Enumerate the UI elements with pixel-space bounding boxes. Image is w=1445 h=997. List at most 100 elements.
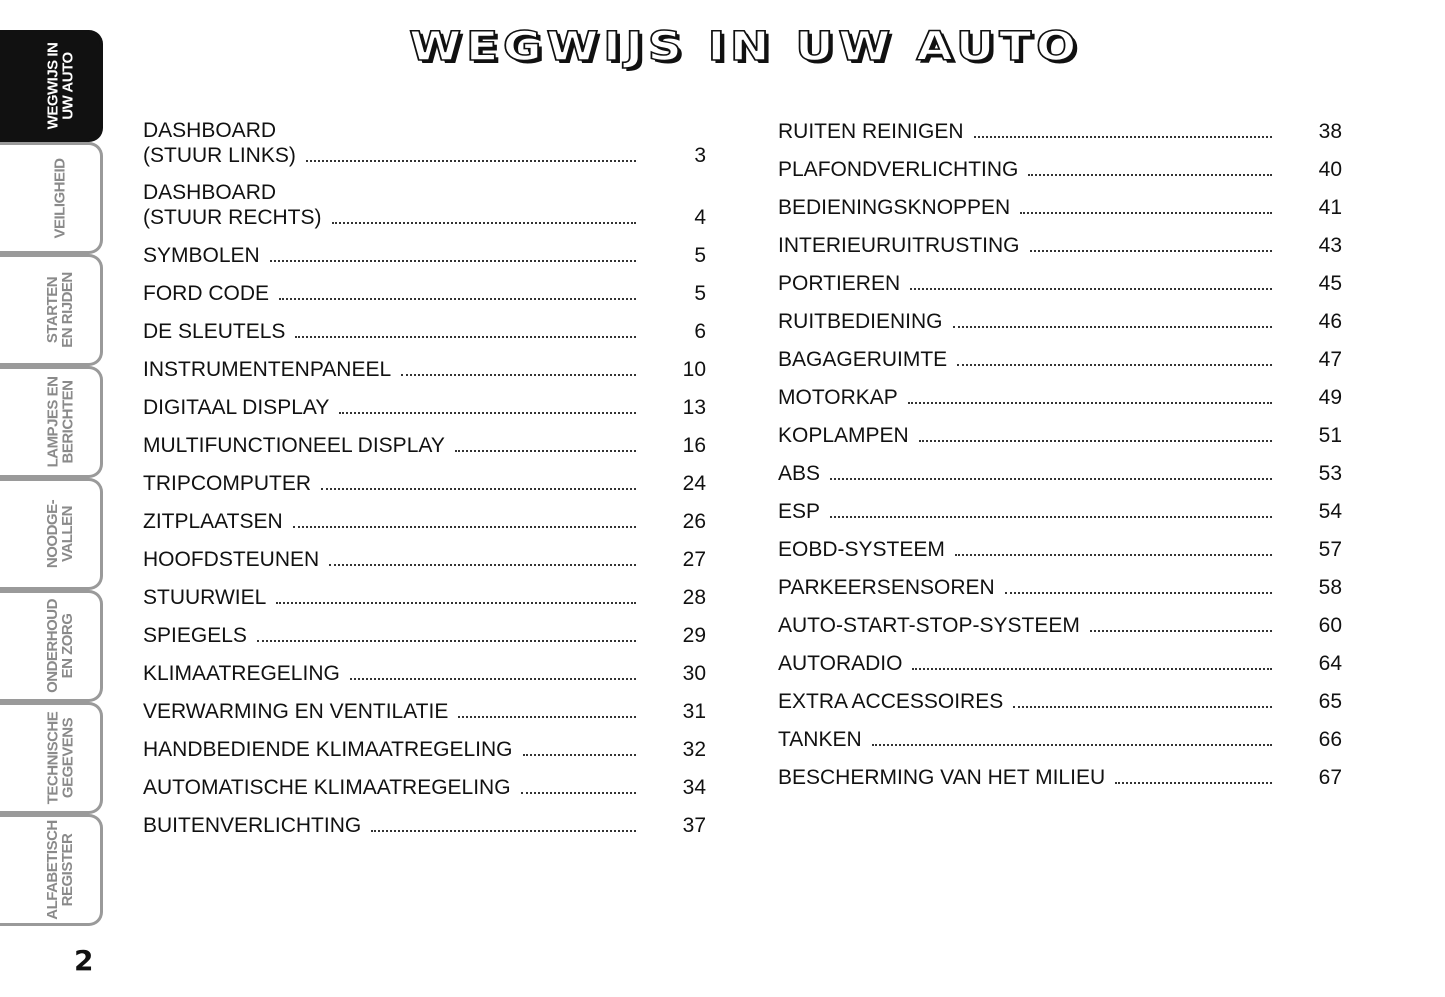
- toc-entry-page: 4: [694, 206, 706, 229]
- leader-dots: [910, 288, 1272, 290]
- toc-entry[interactable]: MULTIFUNCTIONEEL DISPLAY 16: [143, 420, 706, 458]
- toc-entry-page: 27: [682, 548, 706, 571]
- leader-dots: [918, 440, 1272, 442]
- toc-entry-title: AUTO-START-STOP-SYSTEEM: [778, 614, 1080, 637]
- toc-entry-title: EXTRA ACCESSOIRES: [778, 690, 1004, 713]
- toc-entry-page: 24: [682, 472, 706, 495]
- toc-entry[interactable]: TANKEN 66: [778, 714, 1342, 752]
- toc-entry[interactable]: FORD CODE 5: [143, 268, 706, 306]
- toc-entry-page: 16: [682, 434, 706, 457]
- chapter-tab[interactable]: VEILIGHEID: [0, 142, 103, 254]
- toc-entry[interactable]: BUITENVERLICHTING 37: [143, 800, 706, 838]
- toc-entry-page: 3: [694, 144, 706, 167]
- chapter-tab-label: WEGWIJS IN UW AUTO: [44, 42, 77, 130]
- toc-entry[interactable]: MOTORKAP 49: [778, 372, 1342, 410]
- toc-entry-page: 34: [682, 776, 706, 799]
- toc-entry[interactable]: BEDIENINGSKNOPPEN 41: [778, 182, 1342, 220]
- leader-dots: [1020, 212, 1272, 214]
- toc-entry[interactable]: AUTOMATISCHE KLIMAATREGELING 34: [143, 762, 706, 800]
- toc-entry[interactable]: ZITPLAATSEN 26: [143, 496, 706, 534]
- page-title: WEGWIJS IN UW AUTO: [408, 23, 1081, 71]
- toc-entry-title: VERWARMING EN VENTILATIE: [143, 700, 449, 723]
- toc-entry[interactable]: KLIMAATREGELING 30: [143, 648, 706, 686]
- toc-entry[interactable]: DASHBOARD (STUUR LINKS) 3: [143, 106, 706, 168]
- chapter-tab[interactable]: ALFABETISCH REGISTER: [0, 814, 103, 926]
- leader-dots: [371, 830, 636, 832]
- leader-dots: [1013, 706, 1272, 708]
- toc-entry[interactable]: DIGITAAL DISPLAY 13: [143, 382, 706, 420]
- toc-entry-title: ABS: [778, 462, 821, 485]
- toc-entry[interactable]: RUITEN REINIGEN 38: [778, 106, 1342, 144]
- toc-entry-title: KOPLAMPEN: [778, 424, 909, 447]
- chapter-tab-label: STARTEN EN RIJDEN: [44, 272, 76, 348]
- toc-entry[interactable]: VERWARMING EN VENTILATIE 31: [143, 686, 706, 724]
- chapter-tab[interactable]: WEGWIJS IN UW AUTO: [0, 30, 103, 142]
- toc-entry[interactable]: INSTRUMENTENPANEEL 10: [143, 344, 706, 382]
- toc-entry[interactable]: PARKEERSENSOREN 58: [778, 562, 1342, 600]
- toc-entry[interactable]: DASHBOARD (STUUR RECHTS) 4: [143, 168, 706, 230]
- toc-entry-title: BAGAGERUIMTE: [778, 348, 948, 371]
- toc-entry-title: DIGITAAL DISPLAY: [143, 396, 330, 419]
- toc-entry-page: 40: [1318, 158, 1342, 181]
- toc-entry-page: 31: [682, 700, 706, 723]
- chapter-tab[interactable]: TECHNISCHE GEGEVENS: [0, 702, 103, 814]
- toc-entry-page: 65: [1318, 690, 1342, 713]
- leader-dots: [830, 516, 1272, 518]
- toc-entry-title: FORD CODE: [143, 282, 269, 305]
- toc-entry[interactable]: EOBD-SYSTEEM 57: [778, 524, 1342, 562]
- toc-entry-page: 66: [1318, 728, 1342, 751]
- toc-entry-title: RUITEN REINIGEN: [778, 120, 964, 143]
- toc-entry[interactable]: ABS 53: [778, 448, 1342, 486]
- leader-dots: [295, 336, 636, 338]
- toc-entry-title: HANDBEDIENDE KLIMAATREGELING: [143, 738, 513, 761]
- chapter-tab[interactable]: NOODGE- VALLEN: [0, 478, 103, 590]
- toc-entry[interactable]: HANDBEDIENDE KLIMAATREGELING 32: [143, 724, 706, 762]
- toc-entry-title: PLAFONDVERLICHTING: [778, 158, 1019, 181]
- toc-entry[interactable]: INTERIEURUITRUSTING 43: [778, 220, 1342, 258]
- toc-entry[interactable]: SPIEGELS 29: [143, 610, 706, 648]
- leader-dots: [454, 450, 636, 452]
- toc-entry-title: INTERIEURUITRUSTING: [778, 234, 1020, 257]
- toc-entry[interactable]: KOPLAMPEN 51: [778, 410, 1342, 448]
- toc-entry-title: ESP: [778, 500, 821, 523]
- toc-entry-page: 5: [694, 244, 706, 267]
- toc-entry[interactable]: HOOFDSTEUNEN 27: [143, 534, 706, 572]
- toc-entry[interactable]: BESCHERMING VAN HET MILIEU 67: [778, 752, 1342, 790]
- toc-entry-title: AUTORADIO: [778, 652, 903, 675]
- toc-entry[interactable]: PLAFONDVERLICHTING 40: [778, 144, 1342, 182]
- toc-entry-title: MULTIFUNCTIONEEL DISPLAY: [143, 434, 445, 457]
- toc-entry-page: 60: [1318, 614, 1342, 637]
- toc-entry-page: 30: [682, 662, 706, 685]
- leader-dots: [458, 716, 636, 718]
- chapter-tab[interactable]: LAMPJES EN BERICHTEN: [0, 366, 103, 478]
- toc-entry[interactable]: SYMBOLEN 5: [143, 230, 706, 268]
- leader-dots: [973, 136, 1272, 138]
- leader-dots: [321, 488, 636, 490]
- toc-entry-page: 51: [1318, 424, 1342, 447]
- leader-dots: [1028, 174, 1272, 176]
- leader-dots: [1004, 592, 1272, 594]
- toc-entry[interactable]: TRIPCOMPUTER 24: [143, 458, 706, 496]
- toc-entry[interactable]: BAGAGERUIMTE 47: [778, 334, 1342, 372]
- toc-entry-page: 45: [1318, 272, 1342, 295]
- toc-entry[interactable]: DE SLEUTELS 6: [143, 306, 706, 344]
- toc-entry[interactable]: STUURWIEL 28: [143, 572, 706, 610]
- toc-entry[interactable]: RUITBEDIENING 46: [778, 296, 1342, 334]
- leader-dots: [276, 602, 636, 604]
- toc-entry-title: SPIEGELS: [143, 624, 247, 647]
- toc-entry[interactable]: PORTIEREN 45: [778, 258, 1342, 296]
- toc-entry[interactable]: EXTRA ACCESSOIRES 65: [778, 676, 1342, 714]
- leader-dots: [1029, 250, 1272, 252]
- leader-dots: [1115, 782, 1272, 784]
- chapter-tab-label: ONDERHOUD EN ZORG: [44, 599, 76, 693]
- toc-entry-page: 41: [1318, 196, 1342, 219]
- toc-entry-page: 47: [1318, 348, 1342, 371]
- toc-entry[interactable]: AUTO-START-STOP-SYSTEEM 60: [778, 600, 1342, 638]
- toc-entry-page: 38: [1318, 120, 1342, 143]
- toc-entry[interactable]: ESP 54: [778, 486, 1342, 524]
- chapter-tab[interactable]: ONDERHOUD EN ZORG: [0, 590, 103, 702]
- toc-entry-title: BUITENVERLICHTING: [143, 814, 362, 837]
- leader-dots: [401, 374, 636, 376]
- toc-entry[interactable]: AUTORADIO 64: [778, 638, 1342, 676]
- chapter-tab[interactable]: STARTEN EN RIJDEN: [0, 254, 103, 366]
